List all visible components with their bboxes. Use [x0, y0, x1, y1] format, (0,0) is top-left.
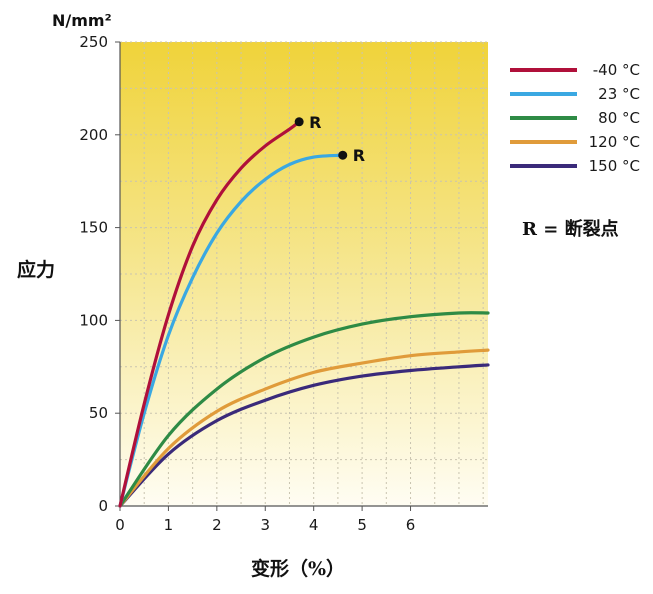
- y-tick-label: 150: [79, 219, 108, 237]
- break-point-note: R = 断裂点: [522, 218, 619, 240]
- y-axis-label: 应力: [17, 258, 55, 281]
- break-point-marker: [294, 117, 304, 127]
- y-tick-label: 250: [79, 33, 108, 51]
- x-tick-label: 5: [357, 516, 367, 534]
- tick-labels: 0 1 2 3 4 5 6 0 50 100 150 200 250: [79, 33, 415, 534]
- x-tick-label: 4: [309, 516, 319, 534]
- break-points: RR: [294, 113, 365, 165]
- series-line: [118, 311, 490, 508]
- y-tick-label: 0: [98, 497, 108, 515]
- break-point-marker: [338, 150, 348, 160]
- legend-label: 23 °C: [598, 85, 640, 103]
- x-tick-label: 1: [164, 516, 174, 534]
- legend-label: -40 °C: [593, 61, 640, 79]
- series-line: [118, 153, 345, 508]
- y-tick-label: 200: [79, 126, 108, 144]
- legend-label: 80 °C: [598, 109, 640, 127]
- legend-label: 120 °C: [589, 133, 640, 151]
- axes: [115, 41, 488, 511]
- y-tick-label: 100: [79, 311, 108, 329]
- y-unit-label: N/mm²: [52, 11, 112, 30]
- legend: -40 °C 23 °C 80 °C 120 °C 150 °C: [510, 61, 640, 175]
- y-tick-label: 50: [89, 404, 108, 422]
- break-point-label: R: [309, 113, 321, 132]
- x-tick-label: 0: [115, 516, 125, 534]
- legend-label: 150 °C: [589, 157, 640, 175]
- series-line: [118, 120, 301, 508]
- x-tick-label: 6: [406, 516, 416, 534]
- series-line: [118, 363, 490, 508]
- x-tick-label: 2: [212, 516, 222, 534]
- series-line: [118, 348, 490, 508]
- x-tick-label: 3: [260, 516, 270, 534]
- break-point-label: R: [353, 146, 365, 165]
- x-axis-label: 变形（%）: [251, 557, 345, 580]
- data-series: [118, 120, 490, 508]
